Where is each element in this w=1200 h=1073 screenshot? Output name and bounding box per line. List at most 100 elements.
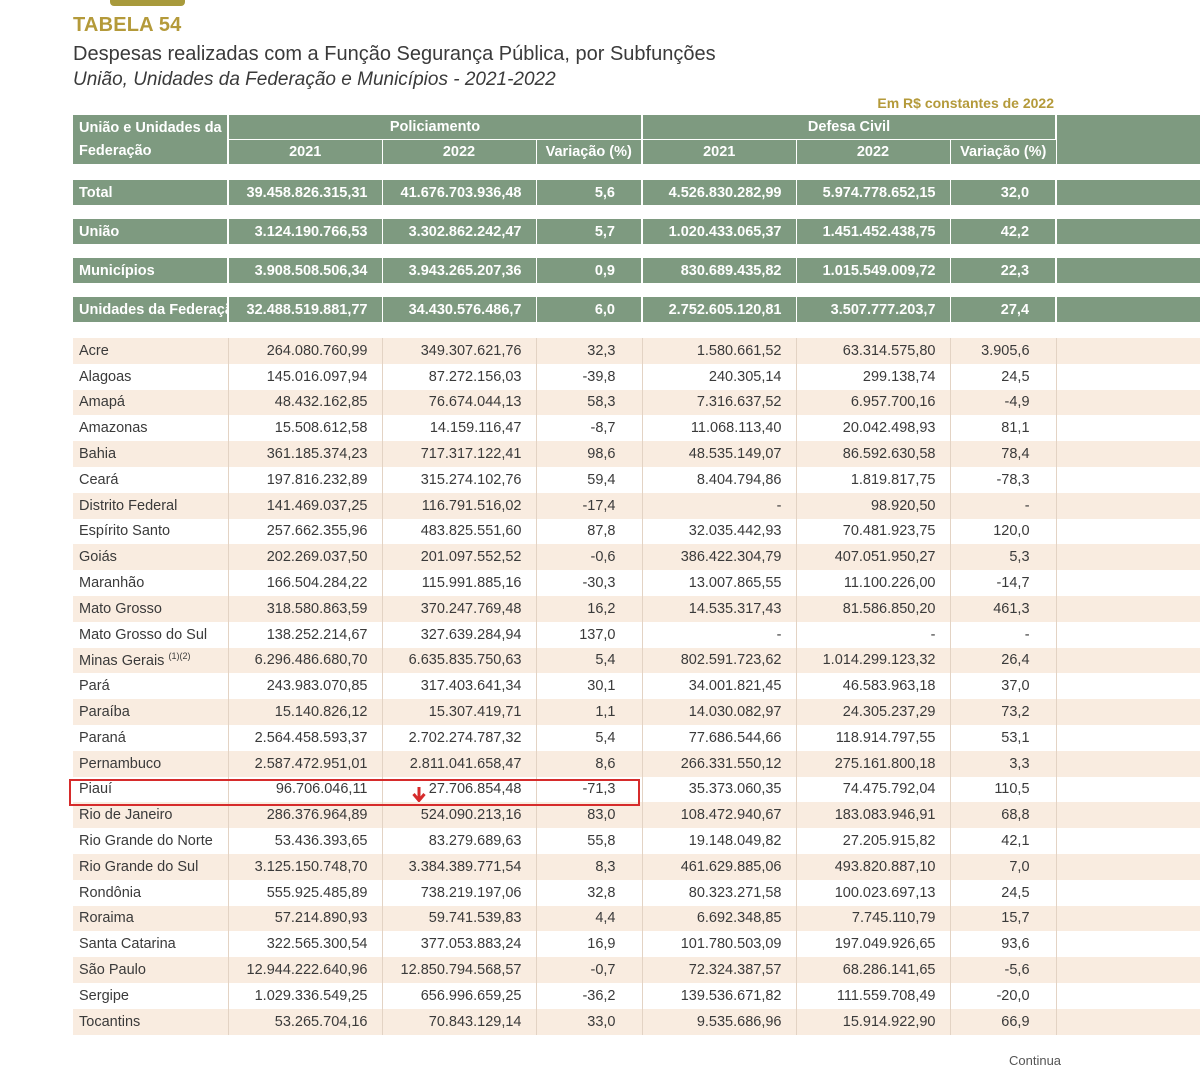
- cell-pvar: -30,3: [536, 570, 643, 596]
- row-label: Bahia: [73, 441, 229, 467]
- cell-pvar: 137,0: [536, 621, 643, 648]
- cell-p2021: 264.080.760,99: [228, 338, 383, 364]
- row-label: Goiás: [73, 544, 229, 571]
- table-row: Minas Gerais (1)(2) 6.296.486.680,70 6.635…: [73, 647, 1200, 674]
- row-filler: [1056, 363, 1200, 390]
- cell-dvar: -: [950, 621, 1057, 648]
- table-row: Maranhão 166.504.284,22 115.991.885,16 -30,…: [73, 570, 1200, 596]
- cell-dvar: 32,0: [950, 180, 1058, 205]
- cell-dvar: -4,9: [950, 389, 1057, 416]
- cell-p2022: 14.159.116,47: [382, 415, 537, 442]
- row-filler: [1056, 441, 1200, 467]
- state-name: Minas Gerais: [79, 653, 165, 670]
- table-row: Paraíba 15.140.826,12 15.307.419,71 1,1 14.0…: [73, 699, 1200, 725]
- row-label: Rio Grande do Norte: [73, 828, 229, 854]
- cell-p2022: 87.272.156,03: [382, 363, 537, 390]
- row-filler: [1056, 621, 1200, 648]
- cell-pvar: 83,0: [536, 802, 643, 829]
- aggregate-row: Municípios 3.908.508.506,34 3.943.265.207,…: [73, 258, 1200, 283]
- row-label: Rio Grande do Sul: [73, 853, 229, 880]
- cell-d2021: 266.331.550,12: [642, 750, 797, 777]
- cell-dvar: -20,0: [950, 982, 1057, 1009]
- cell-p2022: 116.791.516,02: [382, 492, 537, 519]
- cell-pvar: 1,1: [536, 699, 643, 725]
- cell-pvar: 16,2: [536, 595, 643, 622]
- cell-d2022: 98.920,50: [796, 492, 951, 519]
- cell-p2021: 322.565.300,54: [228, 931, 383, 958]
- cell-d2022: 197.049.926,65: [796, 931, 951, 958]
- row-label: Tocantins: [73, 1008, 229, 1035]
- cell-dvar: 461,3: [950, 595, 1057, 622]
- cell-d2021: 72.324.387,57: [642, 957, 797, 983]
- cell-p2022: 349.307.621,76: [382, 338, 537, 364]
- cell-d2021: 2.752.605.120,81: [642, 297, 797, 322]
- cell-d2021: 830.689.435,82: [642, 258, 797, 283]
- state-name: Amapá: [79, 394, 125, 411]
- spacer-row: [73, 164, 1200, 180]
- cell-d2022: 46.583.963,18: [796, 673, 951, 700]
- cell-p2021: 15.140.826,12: [228, 699, 383, 725]
- table-row: Distrito Federal 141.469.037,25 116.791.51…: [73, 492, 1200, 519]
- cell-p2021: 257.662.355,96: [228, 518, 383, 545]
- row-label: Paraná: [73, 724, 229, 751]
- cell-d2022: 74.475.792,04: [796, 776, 951, 803]
- state-name: Rio Grande do Sul: [79, 858, 199, 875]
- cell-d2021: 1.020.433.065,37: [642, 219, 797, 244]
- entity-column-header: União e Unidades da Federação: [73, 115, 229, 164]
- row-filler: [1056, 180, 1200, 205]
- table-row: Rio Grande do Norte 53.436.393,65 83.279.6…: [73, 828, 1200, 854]
- cell-pvar: 8,6: [536, 750, 643, 777]
- cell-d2022: 111.559.708,49: [796, 982, 951, 1009]
- spacer-row: [73, 205, 1200, 219]
- cell-p2021: 286.376.964,89: [228, 802, 383, 829]
- cell-p2022: 201.097.552,52: [382, 544, 537, 571]
- cell-p2022: 738.219.197,06: [382, 879, 537, 906]
- cell-p2022: 370.247.769,48: [382, 595, 537, 622]
- col-header-d2021: 2021: [642, 139, 797, 164]
- col-header-d2022: 2022: [796, 139, 951, 164]
- cell-d2021: -: [642, 492, 797, 519]
- cell-d2021: 101.780.503,09: [642, 931, 797, 958]
- cell-d2022: 275.161.800,18: [796, 750, 951, 777]
- spacer-row: [73, 283, 1200, 297]
- cell-p2021: 3.125.150.748,70: [228, 853, 383, 880]
- table-row: Mato Grosso 318.580.863,59 370.247.769,48 1…: [73, 595, 1200, 622]
- cell-p2021: 15.508.612,58: [228, 415, 383, 442]
- row-filler: [1056, 466, 1200, 493]
- state-name: Espírito Santo: [79, 523, 171, 540]
- cell-dvar: 5,3: [950, 544, 1057, 571]
- row-filler: [1056, 338, 1200, 364]
- cell-d2022: 15.914.922,90: [796, 1008, 951, 1035]
- cell-pvar: -36,2: [536, 982, 643, 1009]
- table-row: Pernambuco 2.587.472.951,01 2.811.041.658,…: [73, 750, 1200, 777]
- cell-d2021: 108.472.940,67: [642, 802, 797, 829]
- cell-d2022: 1.819.817,75: [796, 466, 951, 493]
- cell-p2021: 57.214.890,93: [228, 905, 383, 932]
- row-label: Piauí: [73, 776, 229, 803]
- cell-dvar: 3.905,6: [950, 338, 1057, 364]
- cell-p2021: 53.436.393,65: [228, 828, 383, 854]
- row-label: Rio de Janeiro: [73, 802, 229, 829]
- state-name: São Paulo: [79, 962, 146, 979]
- row-filler: [1056, 931, 1200, 958]
- cell-dvar: 24,5: [950, 363, 1057, 390]
- cell-d2022: 493.820.887,10: [796, 853, 951, 880]
- cell-d2022: 6.957.700,16: [796, 389, 951, 416]
- table-row: Roraima 57.214.890,93 59.741.539,83 4,4 6.69…: [73, 905, 1200, 932]
- table-row: Espírito Santo 257.662.355,96 483.825.551,…: [73, 518, 1200, 545]
- page-title: Despesas realizadas com a Função Seguran…: [73, 43, 716, 65]
- cell-d2022: 24.305.237,29: [796, 699, 951, 725]
- cell-p2022: 717.317.122,41: [382, 441, 537, 467]
- row-filler: [1056, 518, 1200, 545]
- page-subtitle: União, Unidades da Federação e Município…: [73, 69, 556, 90]
- cell-d2021: 4.526.830.282,99: [642, 180, 797, 205]
- cell-pvar: 4,4: [536, 905, 643, 932]
- table-row: Amapá 48.432.162,85 76.674.044,13 58,3 7.316…: [73, 389, 1200, 416]
- table-row: Amazonas 15.508.612,58 14.159.116,47 -8,7 11…: [73, 415, 1200, 442]
- cell-d2021: 240.305,14: [642, 363, 797, 390]
- table-row: Goiás 202.269.037,50 201.097.552,52 -0,6 386…: [73, 544, 1200, 571]
- cell-dvar: 42,1: [950, 828, 1057, 854]
- state-name: Alagoas: [79, 368, 132, 385]
- state-name: Pará: [79, 678, 110, 695]
- row-filler: [1056, 219, 1200, 244]
